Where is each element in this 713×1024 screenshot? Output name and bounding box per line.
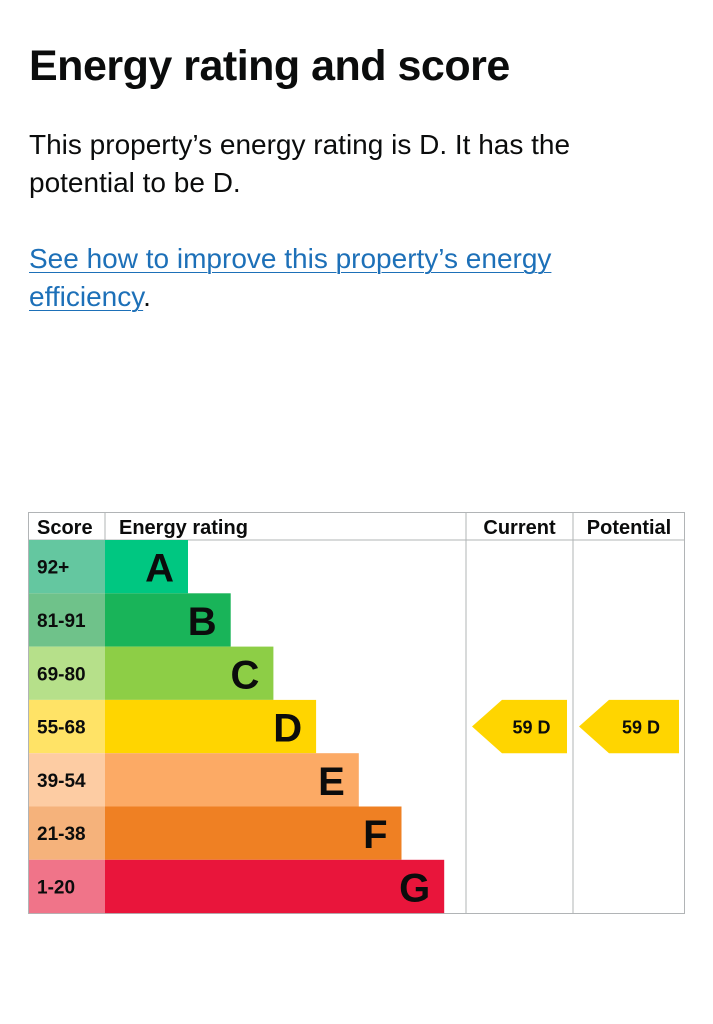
rating-letter-g: G — [399, 866, 430, 910]
score-range-a: 92+ — [37, 558, 69, 579]
potential-rating-label: 59 D — [622, 718, 660, 738]
score-cell-f — [29, 806, 105, 860]
rating-bar-a — [105, 540, 188, 594]
rating-bar-g — [105, 859, 445, 914]
score-cell-e — [29, 753, 105, 807]
column-header-current: Current — [483, 517, 556, 539]
rating-bar-f — [105, 806, 402, 860]
rating-letter-f: F — [363, 813, 387, 857]
score-range-g: 1-20 — [37, 877, 75, 898]
column-header-potential: Potential — [587, 517, 671, 539]
score-range-f: 21-38 — [37, 824, 86, 845]
rating-letter-a: A — [145, 547, 174, 591]
rating-letter-d: D — [273, 707, 302, 751]
energy-rating-chart: Score Energy rating Current Potential 92+ A 81… — [28, 512, 685, 914]
score-range-e: 39-54 — [37, 771, 86, 792]
energy-rating-summary: This property’s energy rating is D. It h… — [29, 129, 571, 198]
improve-paragraph: See how to improve this property’s energ… — [29, 240, 649, 316]
score-cell-b — [29, 593, 105, 647]
improve-link-suffix: . — [143, 281, 151, 312]
potential-arrow — [579, 699, 679, 754]
score-cell-d — [29, 699, 105, 754]
rating-letter-e: E — [318, 760, 345, 804]
rating-bar-c — [105, 646, 274, 700]
energy-rating-chart-svg: Score Energy rating Current Potential 92+ A 81… — [28, 512, 685, 914]
page-title: Energy rating and score — [29, 42, 510, 90]
rating-bar-e — [105, 753, 359, 807]
current-rating-label: 59 D — [512, 718, 550, 738]
column-header-energy-rating: Energy rating — [119, 517, 248, 539]
score-cell-g — [29, 859, 105, 914]
score-range-c: 69-80 — [37, 664, 86, 685]
score-range-d: 55-68 — [37, 718, 86, 739]
column-header-score: Score — [37, 517, 93, 539]
score-cell-c — [29, 646, 105, 700]
rating-bar-b — [105, 593, 231, 647]
rating-letter-c: C — [231, 653, 260, 697]
rating-bar-d — [105, 699, 317, 754]
score-cell-a — [29, 540, 105, 594]
score-range-b: 81-91 — [37, 611, 86, 632]
rating-letter-b: B — [188, 600, 217, 644]
current-arrow — [472, 699, 567, 754]
improve-efficiency-link[interactable]: See how to improve this property’s energ… — [29, 243, 552, 312]
